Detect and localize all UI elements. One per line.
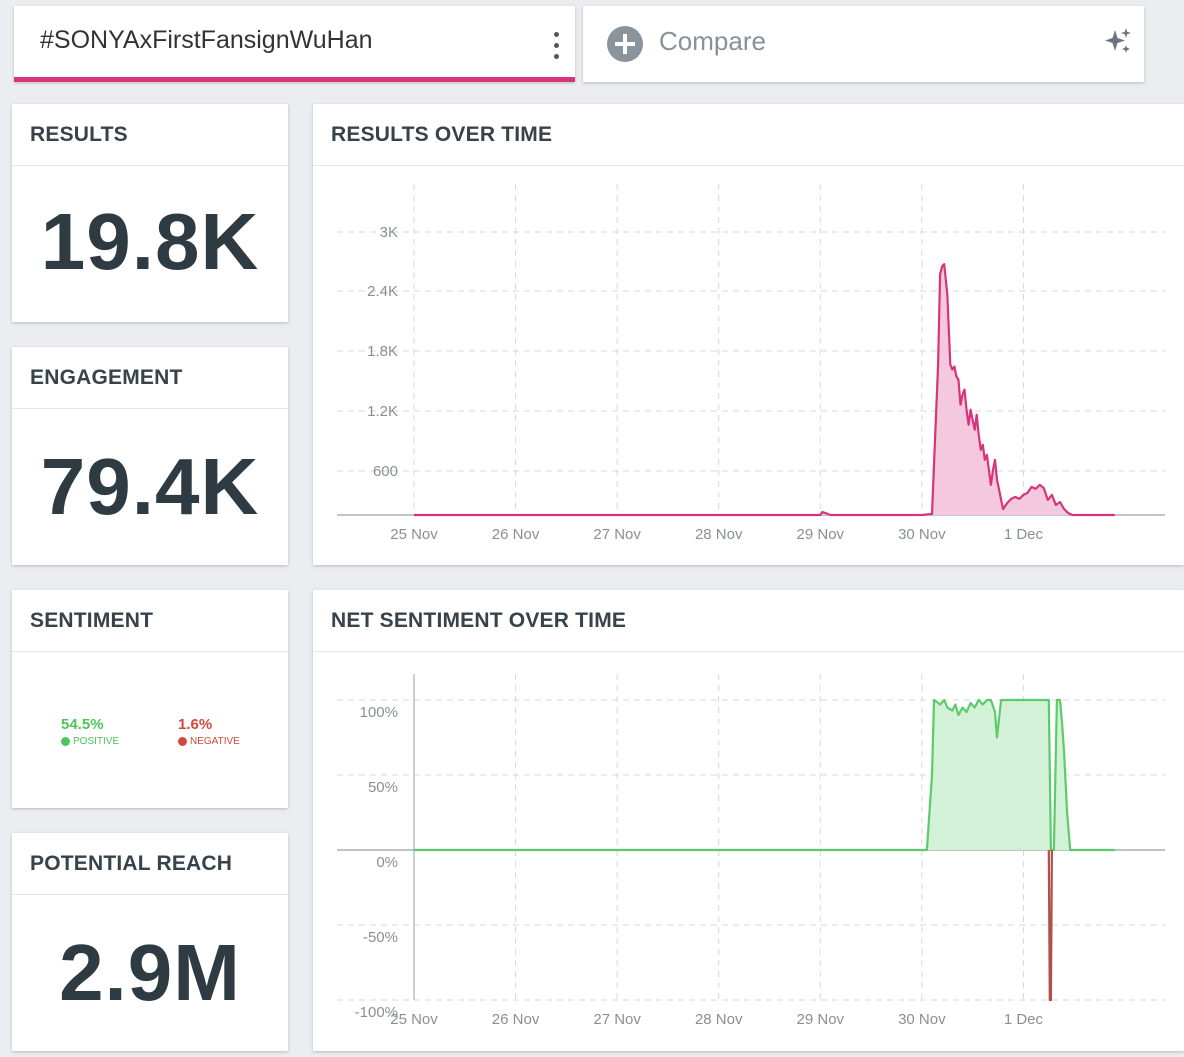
sentiment-positive: 54.5% POSITIVE xyxy=(61,716,119,747)
sentiment-negative: 1.6% NEGATIVE xyxy=(178,716,240,747)
positive-label: POSITIVE xyxy=(73,736,120,747)
series-line-0 xyxy=(414,263,1115,517)
negative-label: NEGATIVE xyxy=(190,736,240,747)
y-tick-label: -50% xyxy=(363,929,398,946)
x-tick-label: 29 Nov xyxy=(797,526,845,543)
query-tab[interactable]: #SONYAxFirstFansignWuHan xyxy=(14,6,575,82)
sentiment-chart-title: NET SENTIMENT OVER TIME xyxy=(313,590,1184,652)
y-tick-label: -100% xyxy=(355,1004,398,1021)
negative-face-icon xyxy=(178,737,187,746)
y-tick-label: 1.2K xyxy=(367,403,398,420)
engagement-title: ENGAGEMENT xyxy=(12,347,288,409)
series-line-0 xyxy=(414,698,1115,852)
x-tick-label: 29 Nov xyxy=(797,1011,845,1028)
sentiment-card: SENTIMENT 54.5% POSITIVE 1.6% NEGATIVE xyxy=(12,590,288,808)
x-tick-label: 26 Nov xyxy=(492,526,540,543)
results-title: RESULTS xyxy=(12,104,288,166)
compare-label: Compare xyxy=(659,26,766,56)
x-tick-label: 25 Nov xyxy=(390,1011,438,1028)
engagement-value: 79.4K xyxy=(40,442,260,531)
y-tick-label: 1.8K xyxy=(367,343,398,360)
x-tick-label: 27 Nov xyxy=(593,526,641,543)
y-tick-label: 50% xyxy=(368,779,398,796)
y-tick-label: 0% xyxy=(376,854,398,871)
y-tick-label: 100% xyxy=(360,704,398,721)
results-over-time-chart: 600 1.2K 1.8K 2.4K 3K 25 Nov 26 Nov 27 Nov 28 No… xyxy=(337,184,1165,543)
positive-value: 54.5% xyxy=(61,716,104,733)
x-tick-label: 28 Nov xyxy=(695,526,743,543)
sparkle-icon[interactable] xyxy=(1103,26,1133,56)
series-line-1 xyxy=(1047,849,1053,1002)
x-tick-label: 26 Nov xyxy=(492,1011,540,1028)
x-tick-label: 1 Dec xyxy=(1004,526,1044,543)
y-tick-label: 3K xyxy=(380,224,398,241)
x-tick-label: 25 Nov xyxy=(390,526,438,543)
sentiment-title: SENTIMENT xyxy=(12,590,288,652)
reach-card: POTENTIAL REACH 2.9M xyxy=(12,833,288,1051)
plus-circle-icon xyxy=(607,26,643,62)
negative-value: 1.6% xyxy=(178,716,213,733)
series-area-0 xyxy=(414,264,1115,515)
net-sentiment-chart: 100% 50% 0% -50% -100%25 Nov 26 Nov 27 Nov 28 N… xyxy=(337,674,1165,1028)
x-tick-label: 1 Dec xyxy=(1004,1011,1044,1028)
results-chart-title: RESULTS OVER TIME xyxy=(313,104,1184,166)
reach-title: POTENTIAL REACH xyxy=(12,833,288,895)
net-sentiment-card: NET SENTIMENT OVER TIME 100% 50% 0% -50% -10… xyxy=(313,590,1184,1051)
y-tick-label: 2.4K xyxy=(367,283,398,300)
x-tick-label: 28 Nov xyxy=(695,1011,743,1028)
engagement-card: ENGAGEMENT 79.4K xyxy=(12,347,288,565)
compare-button[interactable]: Compare xyxy=(583,6,1144,82)
x-tick-label: 30 Nov xyxy=(898,1011,946,1028)
x-tick-label: 30 Nov xyxy=(898,526,946,543)
more-options-icon[interactable] xyxy=(554,32,560,60)
reach-value: 2.9M xyxy=(59,928,241,1017)
x-tick-label: 27 Nov xyxy=(593,1011,641,1028)
results-over-time-card: RESULTS OVER TIME 600 1.2K 1.8K 2.4K 3K 25 No… xyxy=(313,104,1184,565)
series-area-0 xyxy=(414,700,1115,850)
y-tick-label: 600 xyxy=(373,463,398,480)
positive-face-icon xyxy=(61,737,70,746)
results-card: RESULTS 19.8K xyxy=(12,104,288,322)
results-value: 19.8K xyxy=(40,197,260,286)
query-title: #SONYAxFirstFansignWuHan xyxy=(40,26,373,54)
